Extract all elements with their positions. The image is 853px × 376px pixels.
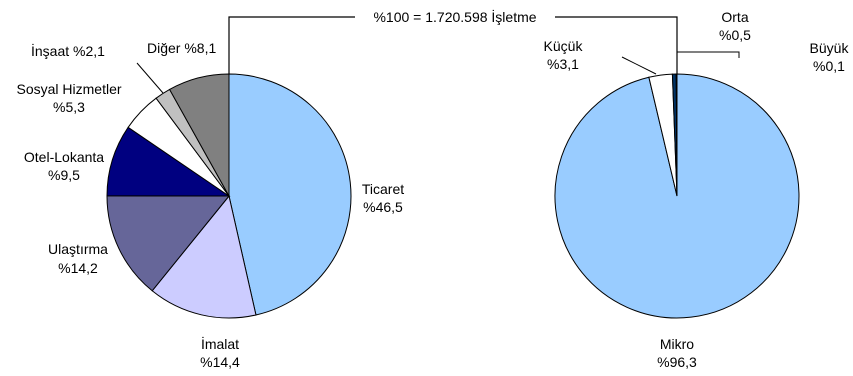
leader-line-insaat [136,62,164,94]
label-otel-value: %9,5 [48,167,80,183]
label-diger: Diğer %8,1 [147,40,216,56]
label-buyuk-value: %0,1 [813,58,845,74]
label-sosyal-value: %5,3 [53,99,85,115]
label-diger-value: %8,1 [184,40,216,56]
label-insaat-value: %2,1 [73,43,105,59]
pie-slice-i-malat [151,194,257,319]
leader-line-orta [677,51,740,58]
label-diger-name: Diğer [147,40,181,56]
pie-slice-diger [168,73,230,198]
label-sosyal-name: Sosyal Hizmetler [16,81,121,97]
label-orta-value: %0,5 [719,27,751,43]
pie-slice-ticaret [228,73,352,316]
label-insaat: İnşaat %2,1 [31,42,105,59]
total-bracket [228,16,355,76]
label-ulastirma-value: %14,2 [58,260,98,276]
label-insaat-name: İnşaat [31,42,69,59]
label-imalat-value: %14,4 [200,354,240,370]
label-kucuk-name: Küçük [544,38,584,54]
pie-chart-firm-size [554,73,800,319]
label-otel-name: Otel-Lokanta [24,149,104,165]
label-ticaret-name: Ticaret [362,181,404,197]
label-imalat-name: İmalat [201,335,239,352]
label-ticaret-value: %46,5 [363,199,403,215]
pie-slice-buyuk [675,73,678,197]
total-bracket-right [555,16,678,76]
leader-line-kucuk [621,56,657,75]
pie-chart-sectors [106,73,352,319]
label-ulastirma-name: Ulaştırma [48,241,108,257]
pie-slice-ulastirma [106,195,231,292]
total-label: %100 = 1.720.598 İşletme [373,8,536,25]
label-mikro-name: Mikro [660,336,694,352]
label-mikro-value: %96,3 [657,354,697,370]
label-orta-name: Orta [721,9,748,25]
label-kucuk-value: %3,1 [547,56,579,72]
label-buyuk-name: Büyük [810,40,850,56]
